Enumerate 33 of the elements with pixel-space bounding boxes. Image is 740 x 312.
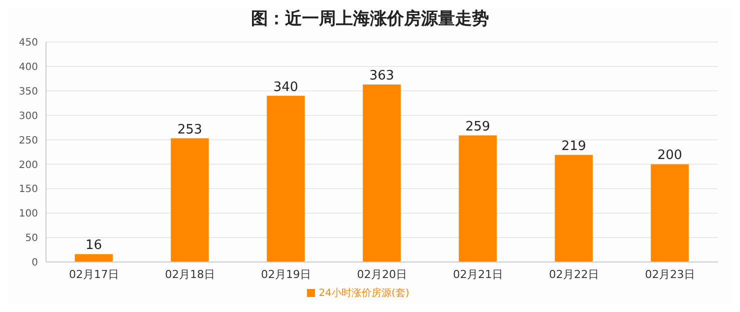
y-tick-label: 300 bbox=[18, 110, 38, 122]
chart-title: 图：近一周上海涨价房源量走势 bbox=[250, 8, 490, 31]
data-label: 363 bbox=[369, 68, 394, 84]
data-label: 219 bbox=[561, 138, 586, 154]
data-label: 259 bbox=[465, 119, 490, 134]
data-label: 16 bbox=[86, 238, 102, 254]
y-tick-label: 50 bbox=[25, 233, 38, 244]
y-tick-label: 350 bbox=[18, 86, 38, 98]
x-tick-label: 02月17日 bbox=[69, 268, 119, 281]
y-tick-label: 200 bbox=[18, 160, 38, 171]
data-label: 340 bbox=[273, 80, 298, 95]
bar bbox=[362, 84, 401, 262]
y-tick-label: 0 bbox=[32, 258, 38, 269]
bar bbox=[170, 138, 209, 262]
legend-label: 24小时涨价房源(套) bbox=[318, 288, 410, 299]
bar bbox=[458, 135, 497, 262]
bar bbox=[650, 164, 689, 262]
y-tick-label: 100 bbox=[18, 208, 38, 220]
y-tick-label: 250 bbox=[18, 135, 38, 146]
y-tick-label: 150 bbox=[18, 184, 38, 196]
x-tick-label: 02月23日 bbox=[645, 268, 695, 281]
x-tick-label: 02月20日 bbox=[357, 268, 407, 281]
x-tick-label: 02月21日 bbox=[453, 268, 503, 281]
bar bbox=[266, 96, 305, 262]
data-label: 200 bbox=[657, 148, 682, 164]
y-tick-label: 450 bbox=[18, 38, 38, 49]
bar bbox=[554, 154, 593, 262]
x-tick-label: 02月19日 bbox=[261, 268, 311, 281]
x-tick-label: 02月18日 bbox=[165, 268, 215, 281]
x-tick-label: 02月22日 bbox=[549, 268, 599, 281]
y-tick-label: 400 bbox=[18, 62, 38, 73]
bar bbox=[74, 254, 113, 262]
data-label: 253 bbox=[177, 122, 202, 138]
